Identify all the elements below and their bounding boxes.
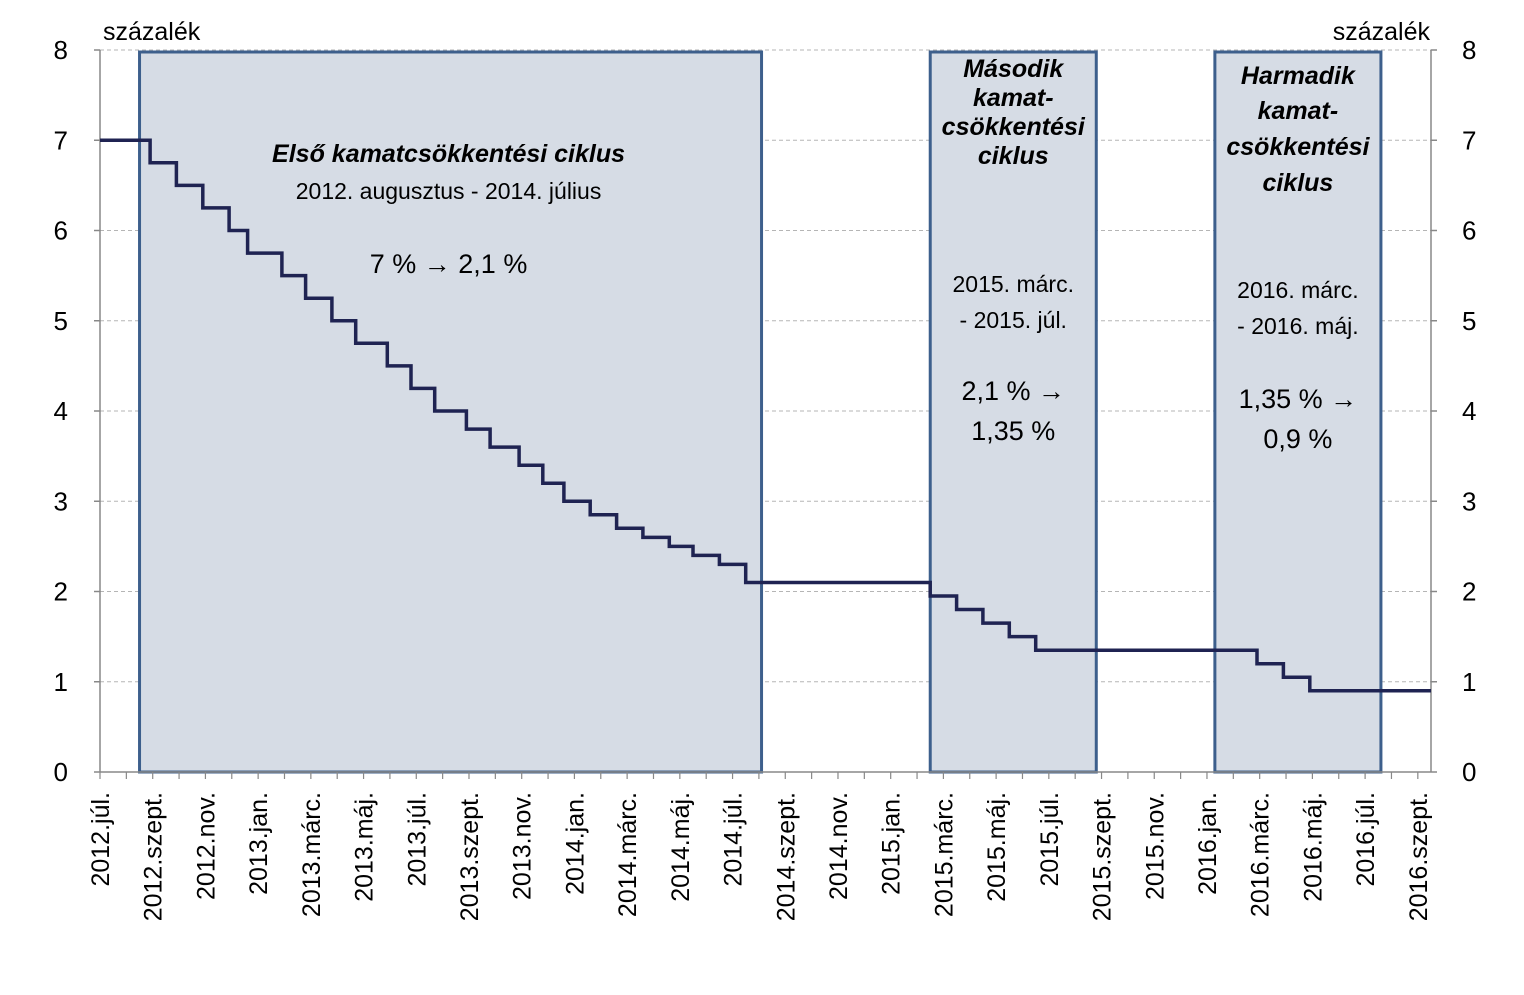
cycle-2-rates: 1,35 % <box>971 416 1055 446</box>
y-tick-label-right: 1 <box>1462 667 1476 697</box>
x-tick-label: 2016.máj. <box>1299 792 1327 902</box>
x-tick-label: 2015.júl. <box>1036 792 1064 887</box>
cycle-3-rates: 1,35 % → <box>1239 384 1358 414</box>
x-tick-label: 2015.jan. <box>878 792 906 895</box>
x-tick-label: 2014.szept. <box>772 792 800 921</box>
y-tick-label-left: 8 <box>54 35 68 65</box>
x-tick-label: 2016.júl. <box>1352 792 1380 887</box>
x-tick-label: 2013.szept. <box>456 792 484 921</box>
y-tick-label-right: 3 <box>1462 486 1476 516</box>
cycle-3-rates: 0,9 % <box>1263 424 1332 454</box>
y-tick-label-right: 7 <box>1462 125 1476 155</box>
y-tick-label-right: 5 <box>1462 306 1476 336</box>
cycle-2-title: kamat- <box>973 84 1054 112</box>
x-tick-label: 2013.júl. <box>403 792 431 887</box>
y-tick-label-right: 0 <box>1462 757 1476 787</box>
x-tick-label: 2013.máj. <box>351 792 379 902</box>
y-tick-label-right: 4 <box>1462 396 1476 426</box>
x-tick-label: 2013.jan. <box>245 792 273 895</box>
series-line-1 <box>100 138 1431 693</box>
y-tick-label-right: 6 <box>1462 216 1476 246</box>
gridlines <box>100 49 1431 683</box>
x-tick-label: 2016.márc. <box>1247 792 1275 917</box>
y-tick-label-left: 5 <box>54 306 68 336</box>
x-tick-label: 2014.jan. <box>561 792 589 895</box>
x-tick-label: 2012.szept. <box>140 792 168 921</box>
x-tick-label: 2014.máj. <box>667 792 695 902</box>
left-unit-label: százalék <box>103 18 201 46</box>
x-tick-label: 2014.nov. <box>825 792 853 900</box>
cycle-1-rates: 7 % → 2,1 % <box>370 249 528 279</box>
cycle-2-title: Második <box>963 55 1064 83</box>
y-tick-label-left: 4 <box>54 396 68 426</box>
y-tick-label-right: 2 <box>1462 577 1476 607</box>
axes <box>94 49 1437 779</box>
y-tick-label-left: 0 <box>54 757 68 787</box>
x-tick-label: 2013.márc. <box>298 792 326 917</box>
right-unit-label: százalék <box>1333 18 1431 46</box>
series-lines <box>100 138 1431 693</box>
cycle-2-period: - 2015. júl. <box>960 307 1067 333</box>
y-tick-label-left: 3 <box>54 486 68 516</box>
cycle-3-period: - 2016. máj. <box>1237 313 1358 339</box>
cycle-1-title: Első kamatcsökkentési ciklus <box>272 140 625 168</box>
x-tick-label: 2015.máj. <box>983 792 1011 902</box>
y-tick-label-left: 7 <box>54 125 68 155</box>
x-tick-label: 2015.márc. <box>930 792 958 917</box>
y-tick-label-right: 8 <box>1462 35 1476 65</box>
annotations: 0 0 1 1 2 2 3 3 4 4 5 5 6 6 7 7 8 8 2012.júl. 2012.szept. 20… <box>54 35 1477 921</box>
x-tick-label: 2015.nov. <box>1141 792 1169 900</box>
y-tick-label-left: 1 <box>54 667 68 697</box>
cycle-3-title: Harmadik <box>1241 62 1356 90</box>
x-tick-label: 2016.szept. <box>1405 792 1433 921</box>
cycle-3-title: csökkentési <box>1226 133 1370 161</box>
cycle-3-title: ciklus <box>1262 169 1333 197</box>
cycle-3-period: 2016. márc. <box>1237 277 1358 303</box>
cycle-2-title: csökkentési <box>942 113 1086 141</box>
cycle-3-title: kamat- <box>1258 97 1339 125</box>
x-tick-label: 2014.júl. <box>720 792 748 887</box>
cycle-2-title: ciklus <box>978 142 1049 170</box>
cycle-boxes <box>138 50 1383 774</box>
cycle-box-3 <box>1213 50 1383 774</box>
y-tick-label-left: 6 <box>54 216 68 246</box>
cycle-1-period: 2012. augusztus - 2014. július <box>296 178 602 204</box>
y-tick-label-left: 2 <box>54 577 68 607</box>
x-tick-label: 2015.szept. <box>1089 792 1117 921</box>
cycle-2-period: 2015. márc. <box>953 271 1074 297</box>
x-tick-label: 2012.nov. <box>192 792 220 900</box>
x-tick-label: 2014.márc. <box>614 792 642 917</box>
x-tick-label: 2013.nov. <box>509 792 537 900</box>
x-tick-label: 2016.jan. <box>1194 792 1222 895</box>
x-tick-label: 2012.júl. <box>87 792 115 887</box>
cycle-2-rates: 2,1 % → <box>961 376 1065 406</box>
